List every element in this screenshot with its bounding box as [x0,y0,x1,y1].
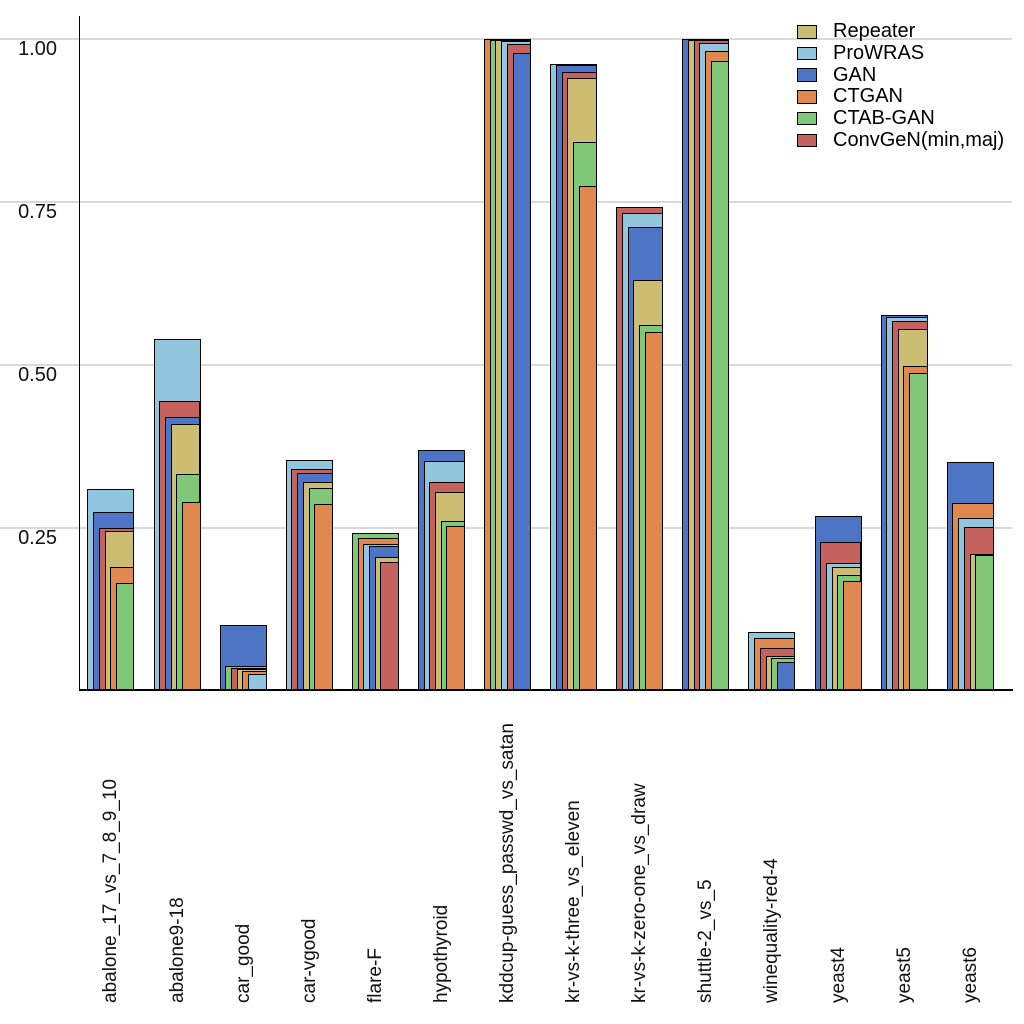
bar-ctgan-yeast4 [843,580,862,691]
x-axis-line [78,689,1013,692]
legend-item-ctab-gan: CTAB-GAN [797,107,1004,130]
legend-label: ConvGeN(min,maj) [833,128,1005,151]
legend-item-repeater: Repeater [797,20,1004,43]
ctab-gan-swatch-icon [797,111,817,126]
bar-ctgan-kr-vs-k-three-vs-eleven [578,185,598,691]
gan-swatch-icon [797,68,817,82]
legend: Repeater ProWRAS GAN CTGAN CTAB-GAN Conv… [797,20,1004,151]
bar-ctgan-hypothyroid [446,526,465,691]
bar-ctgan-kr-vs-k-zero-one-vs-draw [644,331,664,691]
bar-ctgan-abalone9-18 [182,501,201,691]
bar-ctgan-car-vgood [314,503,333,691]
legend-label: CTGAN [833,85,903,108]
y-tick-label: 1.00 [18,38,57,60]
x-axis-label: hypothyroid [430,904,452,1003]
gridline-1.00 [0,38,1012,40]
legend-item-convgen: ConvGeN(min,maj) [797,129,1004,151]
x-axis-label: kr-vs-k-zero-one_vs_draw [629,783,651,1003]
x-axis-label: yeast4 [827,947,849,1003]
y-tick-label: 0.25 [18,527,57,549]
x-axis-label: shuttle-2_vs_5 [695,879,717,1003]
bar-ctab-gan-yeast6 [975,554,994,691]
bar-ctab-gan-shuttle-2-vs-5 [710,61,730,691]
legend-item-gan: GAN [797,64,1004,86]
y-axis-line [78,16,81,690]
legend-label: Repeater [833,20,916,43]
bar-ctab-gan-yeast5 [909,373,928,691]
legend-label: GAN [833,63,877,86]
legend-label: ProWRAS [833,42,925,65]
bar-convgen-min-maj--flare-f [380,561,399,691]
x-axis-label: yeast6 [959,947,981,1003]
x-axis-label: kr-vs-k-three_vs_eleven [563,800,585,1003]
x-axis-label: car_good [232,923,254,1003]
bar-ctab-gan-abalone-17-vs-7-8-9-10 [115,583,135,691]
repeater-swatch-icon [797,25,817,39]
x-axis-label: car-vgood [298,918,320,1004]
legend-item-ctgan: CTGAN [797,85,1004,108]
convgen-swatch-icon [797,133,817,148]
ctgan-swatch-icon [797,90,817,104]
x-axis-label: abalone_17_vs_7_8_9_10 [100,779,122,1003]
y-tick-label: 0.75 [18,201,57,223]
y-tick-label: 0.50 [18,364,57,386]
legend-item-prowras: ProWRAS [797,42,1004,65]
prowras-swatch-icon [797,46,817,61]
x-axis-label: abalone9-18 [166,897,188,1003]
x-axis-label: winequality-red-4 [761,858,783,1003]
bar-gan-winequality-red-4 [776,662,796,691]
legend-label: CTAB-GAN [833,107,935,130]
bar-gan-kddcup-guess-passwd-vs-satan [512,53,531,691]
x-axis-label: kddcup-guess_passwd_vs_satan [497,723,518,1003]
x-axis-label: yeast5 [893,947,915,1003]
x-axis-label: flare-F [364,948,386,1003]
